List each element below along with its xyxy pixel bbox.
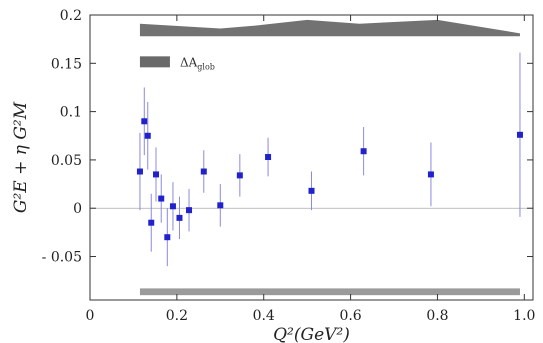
y-tick-label: 0.15	[51, 56, 82, 72]
y-tick-label: - 0.05	[42, 250, 82, 266]
y-axis-ticks: 0.2 0.15 0.1 0.05 0 - 0.05	[42, 8, 533, 266]
x-tick-label: 0.2	[166, 308, 188, 324]
data-point	[217, 202, 224, 209]
axis-labels: Q²(GeV²) G²E + η G²M	[11, 101, 350, 343]
y-tick-label: 0.1	[60, 105, 82, 121]
data-points	[136, 52, 523, 267]
y-tick-label: 0	[73, 201, 82, 217]
plot-frame	[89, 14, 534, 301]
data-point	[176, 214, 183, 221]
x-tick-label: 0.4	[253, 308, 275, 324]
data-point	[141, 118, 148, 125]
legend-swatch	[139, 56, 170, 68]
data-point	[360, 148, 367, 155]
data-point	[148, 219, 155, 226]
y-tick-label: 0.05	[51, 153, 82, 169]
plot-frame-border	[89, 14, 534, 301]
y-tick-label: 0.2	[60, 8, 82, 24]
x-tick-label: 0	[86, 308, 95, 324]
data-point	[308, 187, 315, 194]
x-tick-label: 0.8	[426, 308, 448, 324]
x-axis-label: Q²(GeV²)	[273, 325, 350, 343]
data-point	[144, 132, 151, 139]
legend-label: ΔAglob	[180, 55, 215, 71]
x-tick-label: 1.0	[513, 308, 535, 324]
x-tick-label: 0.6	[339, 308, 361, 324]
data-point	[516, 131, 523, 138]
data-point	[186, 207, 193, 214]
data-point	[427, 171, 434, 178]
systematic-band-bottom	[139, 288, 520, 296]
data-point	[169, 203, 176, 210]
x-axis-ticks: 0 0.2 0.4 0.6 0.8 1.0	[86, 15, 535, 324]
error-bands	[139, 19, 520, 296]
legend: ΔAglob	[139, 55, 215, 71]
data-point	[164, 234, 171, 241]
data-point	[136, 168, 143, 175]
data-point	[153, 171, 160, 178]
systematic-band-top	[139, 19, 520, 37]
data-point	[265, 154, 272, 161]
data-point	[200, 168, 207, 175]
y-axis-label: G²E + η G²M	[11, 101, 31, 213]
data-point	[236, 172, 243, 179]
data-point	[158, 195, 165, 202]
